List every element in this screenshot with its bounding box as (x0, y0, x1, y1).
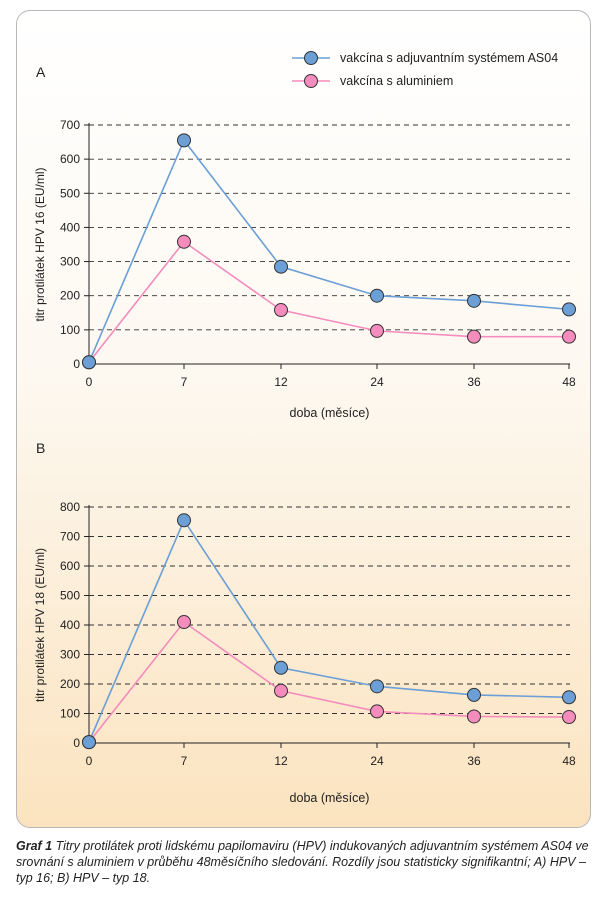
data-point-0-0-5 (562, 302, 576, 317)
series-line-1-0 (88, 518, 570, 743)
data-point-1-0-2 (274, 660, 288, 675)
x-axis-title-1: doba (měsíce) (290, 791, 370, 805)
x-tick-label-0-1: 7 (181, 375, 188, 389)
y-tick-label-1-4: 400 (60, 618, 80, 632)
y-tick-label-1-1: 100 (60, 707, 80, 721)
data-point-1-0-5 (562, 690, 576, 705)
x-tick-label-1-5: 48 (562, 754, 576, 768)
x-tick-label-1-1: 7 (181, 754, 188, 768)
data-point-0-0-3 (370, 288, 384, 303)
y-tick-label-0-3: 300 (60, 255, 80, 269)
series-line-0-1 (88, 240, 569, 363)
caption-text: Titry protilátek proti lidskému papiloma… (16, 839, 589, 885)
data-point-1-0-1 (177, 513, 191, 528)
y-tick-label-0-7: 700 (60, 118, 80, 132)
y-tick-label-1-7: 700 (60, 530, 80, 544)
y-tick-label-1-5: 500 (60, 589, 80, 603)
y-axis-title-1: titr protilátek HPV 18 (EU/ml) (33, 548, 47, 702)
data-point-0-1-5 (562, 329, 576, 344)
data-point-0-1-4 (467, 329, 481, 344)
data-point-1-1-1 (177, 615, 191, 630)
y-tick-label-0-0: 0 (73, 357, 80, 371)
data-point-0-1-3 (370, 323, 384, 338)
y-tick-label-1-6: 600 (60, 559, 80, 573)
x-tick-label-0-4: 36 (467, 375, 481, 389)
data-point-1-0-0 (82, 735, 96, 750)
figure-caption: Graf 1 Titry protilátek proti lidskému p… (16, 838, 596, 886)
x-tick-label-1-3: 24 (370, 754, 384, 768)
data-point-1-1-2 (274, 683, 288, 698)
y-tick-label-1-0: 0 (73, 736, 80, 750)
y-tick-label-0-2: 200 (60, 289, 80, 303)
y-tick-label-0-5: 500 (60, 186, 80, 200)
figure-panel (16, 10, 591, 828)
y-tick-label-1-8: 800 (60, 500, 80, 514)
data-point-0-0-0 (82, 355, 96, 370)
y-tick-label-0-4: 400 (60, 220, 80, 234)
data-point-1-1-3 (370, 704, 384, 719)
x-tick-label-0-2: 12 (274, 375, 288, 389)
data-point-0-0-2 (274, 259, 288, 274)
x-tick-label-0-3: 24 (370, 375, 384, 389)
y-axis-title-0: titr protilátek HPV 16 (EU/ml) (33, 167, 47, 321)
y-tick-label-1-3: 300 (60, 648, 80, 662)
caption-label: Graf 1 (16, 839, 53, 853)
data-point-0-1-1 (177, 234, 191, 249)
panel-label-B: B (36, 440, 45, 456)
data-point-1-1-4 (467, 709, 481, 724)
data-point-1-1-5 (562, 710, 576, 725)
panel-label-A: A (36, 64, 46, 80)
data-point-1-0-4 (467, 687, 481, 702)
x-tick-label-0-0: 0 (86, 375, 93, 389)
x-tick-label-0-5: 48 (562, 375, 576, 389)
data-point-0-0-1 (177, 133, 191, 148)
y-tick-label-0-1: 100 (60, 323, 80, 337)
data-point-0-1-2 (274, 303, 288, 318)
x-tick-label-1-4: 36 (467, 754, 481, 768)
legend-label-0: vakcína s adjuvantním systémem AS04 (340, 51, 558, 65)
y-tick-label-1-2: 200 (60, 677, 80, 691)
legend-label-1: vakcína s aluminiem (340, 74, 453, 88)
x-tick-label-1-0: 0 (86, 754, 93, 768)
data-point-1-0-3 (370, 679, 384, 694)
series-line-1-1 (88, 620, 570, 743)
legend-marker-1 (304, 74, 318, 88)
y-tick-label-0-6: 600 (60, 152, 80, 166)
x-axis-title-0: doba (měsíce) (290, 406, 370, 420)
series-line-0-0 (88, 138, 570, 363)
x-tick-label-1-2: 12 (274, 754, 288, 768)
data-point-0-0-4 (467, 293, 481, 308)
legend-marker-0 (304, 51, 318, 65)
